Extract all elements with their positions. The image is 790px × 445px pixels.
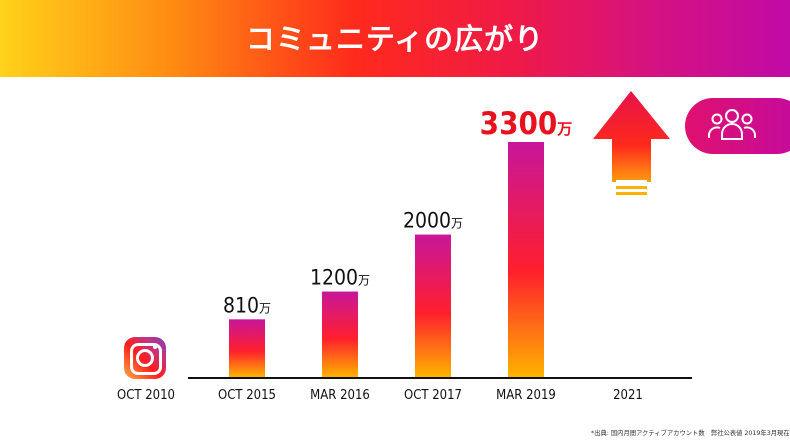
x-tick-label: OCT 2010 (117, 388, 175, 403)
bar (415, 234, 451, 377)
bar (229, 319, 265, 377)
x-tick-label: OCT 2015 (218, 388, 276, 403)
people-group-badge (685, 98, 790, 154)
data-label-unit: 万 (451, 217, 463, 231)
bar (322, 291, 358, 377)
x-tick-label: MAR 2016 (310, 388, 370, 403)
data-label-value: 1200 (310, 266, 358, 290)
instagram-logo-icon (124, 337, 166, 379)
page-title: コミュニティの広がり (245, 22, 545, 56)
header-banner: コミュニティの広がり (0, 0, 790, 77)
data-label-unit: 万 (556, 120, 572, 138)
data-label-value: 2000 (403, 209, 451, 233)
data-label: 810万 (223, 293, 271, 317)
data-label-value: 810 (223, 293, 259, 317)
x-tick-label: 2021 (613, 388, 643, 403)
data-label: 1200万 (310, 266, 370, 290)
data-label: 3300万 (480, 106, 573, 142)
growth-arrow-icon (593, 91, 670, 195)
data-label-unit: 万 (358, 274, 370, 288)
data-label-value: 3300 (480, 106, 558, 142)
data-label-unit: 万 (259, 301, 271, 315)
data-label: 2000万 (403, 209, 463, 233)
source-footnote: *出典: 国内月間アクティブアカウント数 弊社公表値 2019年3月現在 (591, 430, 790, 437)
x-tick-label: MAR 2019 (496, 388, 556, 403)
people-group-icon (708, 109, 756, 140)
bar (508, 142, 544, 377)
x-tick-label: OCT 2017 (404, 388, 462, 403)
